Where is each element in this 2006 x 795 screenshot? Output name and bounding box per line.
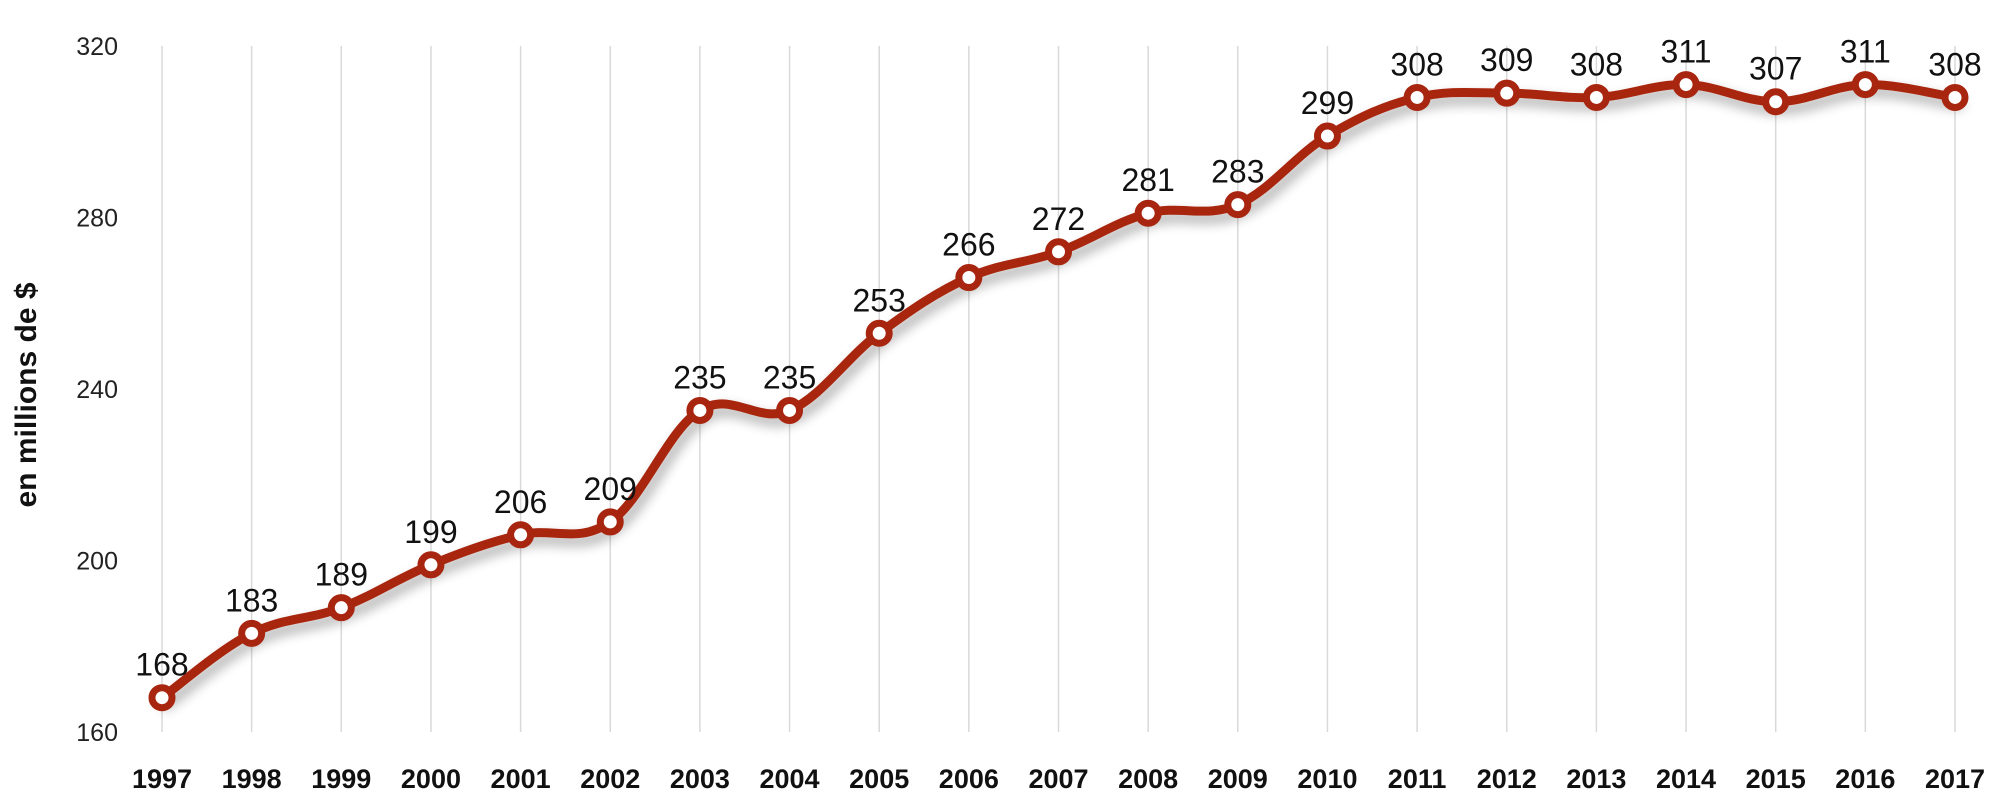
x-tick-label: 2008	[1118, 764, 1178, 794]
x-tick-label: 2011	[1388, 764, 1447, 794]
x-tick-label: 2016	[1835, 764, 1895, 794]
y-axis-title: en millions de $	[10, 282, 43, 507]
gridlines	[161, 46, 1956, 732]
data-label-2001: 206	[494, 484, 547, 520]
x-tick-label: 1999	[311, 764, 371, 794]
y-tick-label: 160	[76, 719, 118, 747]
data-point-2002	[596, 508, 624, 536]
data-point-2017	[1941, 83, 1969, 111]
data-point-1997	[148, 684, 176, 712]
data-label-2010: 299	[1301, 85, 1354, 121]
data-point-2003	[686, 396, 714, 424]
data-point-1999	[327, 594, 355, 622]
x-tick-label: 2007	[1028, 764, 1088, 794]
data-point-2015	[1762, 88, 1790, 116]
y-tick-label: 200	[76, 548, 118, 576]
x-tick-label: 2015	[1746, 764, 1806, 794]
data-label-2016: 311	[1840, 34, 1891, 70]
data-point-2010	[1313, 122, 1341, 150]
data-label-2000: 199	[404, 514, 457, 550]
data-label-2005: 253	[853, 282, 906, 318]
data-label-2012: 309	[1480, 42, 1533, 78]
marker-layer	[148, 71, 1969, 712]
data-label-2006: 266	[942, 227, 995, 263]
x-tick-label: 2010	[1297, 764, 1357, 794]
x-tick-label: 2004	[760, 764, 820, 794]
data-point-2012	[1493, 79, 1521, 107]
data-point-2016	[1851, 71, 1879, 99]
data-point-2009	[1224, 191, 1252, 219]
data-label-2014: 311	[1661, 34, 1712, 70]
x-tick-label: 2002	[580, 764, 640, 794]
x-tick-label: 2017	[1925, 764, 1985, 794]
x-tick-label: 2005	[849, 764, 909, 794]
data-point-2013	[1582, 83, 1610, 111]
x-tick-label: 2001	[491, 764, 551, 794]
x-tick-label: 1997	[132, 764, 192, 794]
y-axis-ticks: 160 200 240 280 320	[76, 33, 118, 747]
data-point-2011	[1403, 83, 1431, 111]
y-tick-label: 280	[76, 205, 118, 233]
data-label-1997: 168	[135, 647, 188, 683]
data-label-2003: 235	[673, 359, 726, 395]
x-tick-label: 2006	[939, 764, 999, 794]
data-point-2000	[417, 551, 445, 579]
data-point-2008	[1134, 199, 1162, 227]
x-tick-label: 2014	[1656, 764, 1716, 794]
data-label-1998: 183	[225, 582, 278, 618]
data-label-2011: 308	[1390, 46, 1443, 82]
data-label-2013: 308	[1570, 46, 1623, 82]
data-label-2009: 283	[1211, 154, 1264, 190]
x-tick-label: 2000	[401, 764, 461, 794]
data-label-2008: 281	[1121, 162, 1174, 198]
x-tick-label: 2003	[670, 764, 730, 794]
data-point-2001	[507, 521, 535, 549]
x-axis-ticks: 1997 1998 1999 2000 2001 2002 2003 2004 2005 2006…	[132, 764, 1985, 794]
data-point-2005	[865, 319, 893, 347]
y-tick-label: 320	[76, 33, 118, 61]
data-point-2014	[1672, 71, 1700, 99]
data-label-2002: 209	[584, 471, 637, 507]
data-point-2004	[776, 396, 804, 424]
series-line	[157, 80, 1960, 703]
data-labels: 168 183 189 199 206 209 235 235 253 266 272 281 283 2…	[135, 34, 1981, 683]
y-tick-label: 240	[76, 376, 118, 404]
x-tick-label: 2009	[1208, 764, 1268, 794]
data-label-2017: 308	[1928, 46, 1981, 82]
x-tick-label: 2013	[1566, 764, 1626, 794]
data-point-1998	[238, 619, 266, 647]
x-tick-label: 2012	[1477, 764, 1537, 794]
data-point-2006	[955, 264, 983, 292]
data-label-2004: 235	[763, 359, 816, 395]
data-label-2015: 307	[1749, 51, 1802, 87]
data-label-2007: 272	[1032, 201, 1085, 237]
series-layer	[157, 80, 1960, 703]
data-label-1999: 189	[315, 557, 368, 593]
data-point-2007	[1045, 238, 1072, 266]
x-tick-label: 1998	[222, 764, 282, 794]
